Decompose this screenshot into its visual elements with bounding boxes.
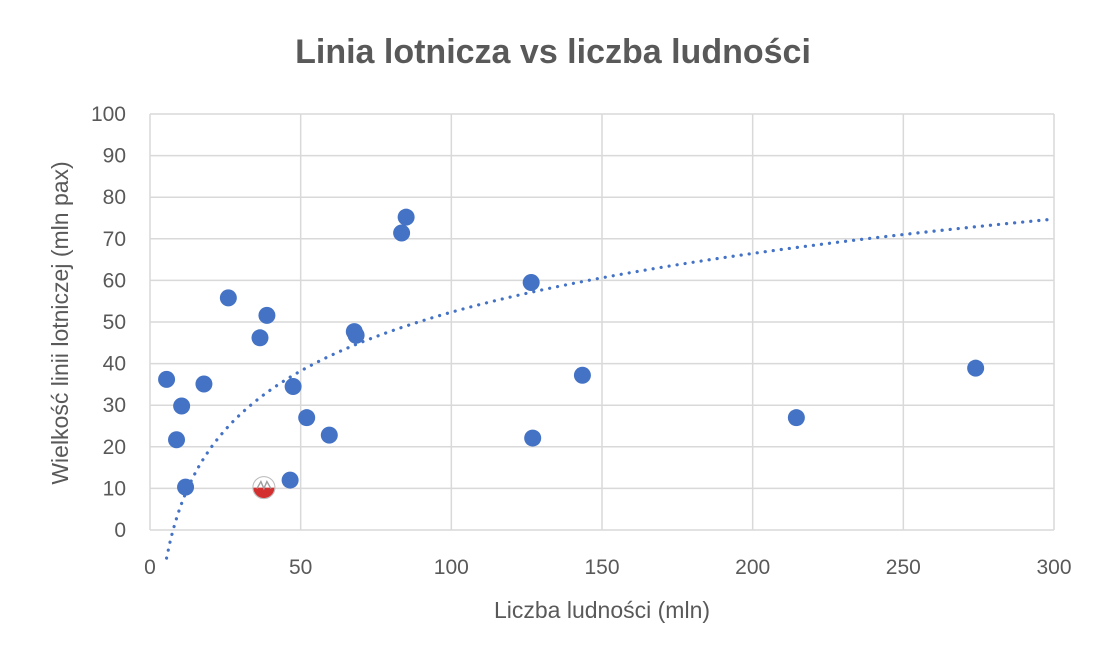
x-tick-label: 0: [144, 556, 156, 579]
data-point: [787, 409, 805, 427]
data-point: [177, 478, 195, 496]
data-point: [397, 208, 415, 226]
x-tick-label: 250: [886, 556, 921, 579]
data-point: [219, 289, 237, 307]
y-tick-label: 40: [103, 353, 126, 376]
data-point: [195, 375, 213, 393]
x-tick-label: 300: [1036, 556, 1071, 579]
x-tick-label: 50: [289, 556, 312, 579]
gridlines: [149, 113, 1055, 531]
data-point: [522, 273, 540, 291]
y-tick-label: 10: [103, 477, 126, 500]
data-point: [258, 306, 276, 324]
data-point: [173, 397, 191, 415]
data-point: [284, 377, 302, 395]
y-axis-label: Wielkość linii lotniczej (mln pax): [47, 161, 73, 484]
x-tick-label: 150: [584, 556, 619, 579]
data-point: [967, 359, 985, 377]
chart-title: Linia lotnicza vs liczba ludności: [295, 33, 811, 71]
data-point: [251, 329, 269, 347]
data-point: [347, 326, 365, 344]
y-tick-label: 20: [103, 436, 126, 459]
data-point: [168, 431, 186, 449]
x-axis-label: Liczba ludności (mln): [494, 597, 710, 623]
data-point: [524, 429, 542, 447]
highlight-point-emblem: [256, 480, 272, 491]
y-tick-label: 0: [114, 519, 126, 542]
data-point: [298, 409, 316, 427]
x-tick-label: 200: [735, 556, 770, 579]
data-point: [158, 370, 176, 388]
x-tick-label: 100: [434, 556, 469, 579]
highlight-point-top: [252, 476, 275, 488]
data-point: [393, 224, 411, 242]
data-point: [573, 366, 591, 384]
highlight-layer: [252, 476, 276, 500]
highlight-point-ring: [252, 476, 276, 500]
y-tick-label: 60: [103, 269, 126, 292]
data-point: [281, 471, 299, 489]
data-points: [158, 208, 985, 496]
highlight-point: [252, 476, 276, 500]
data-point: [320, 426, 338, 444]
y-tick-label: 30: [103, 394, 126, 417]
tick-labels: 0 10 20 30 40 50 60 70 80 90 100 0 50 100 150 200 250 300: [91, 103, 1072, 579]
y-tick-label: 90: [103, 145, 126, 168]
y-tick-label: 80: [103, 186, 126, 209]
y-tick-label: 100: [91, 103, 126, 126]
y-tick-label: 50: [103, 311, 126, 334]
y-tick-label: 70: [103, 228, 126, 251]
